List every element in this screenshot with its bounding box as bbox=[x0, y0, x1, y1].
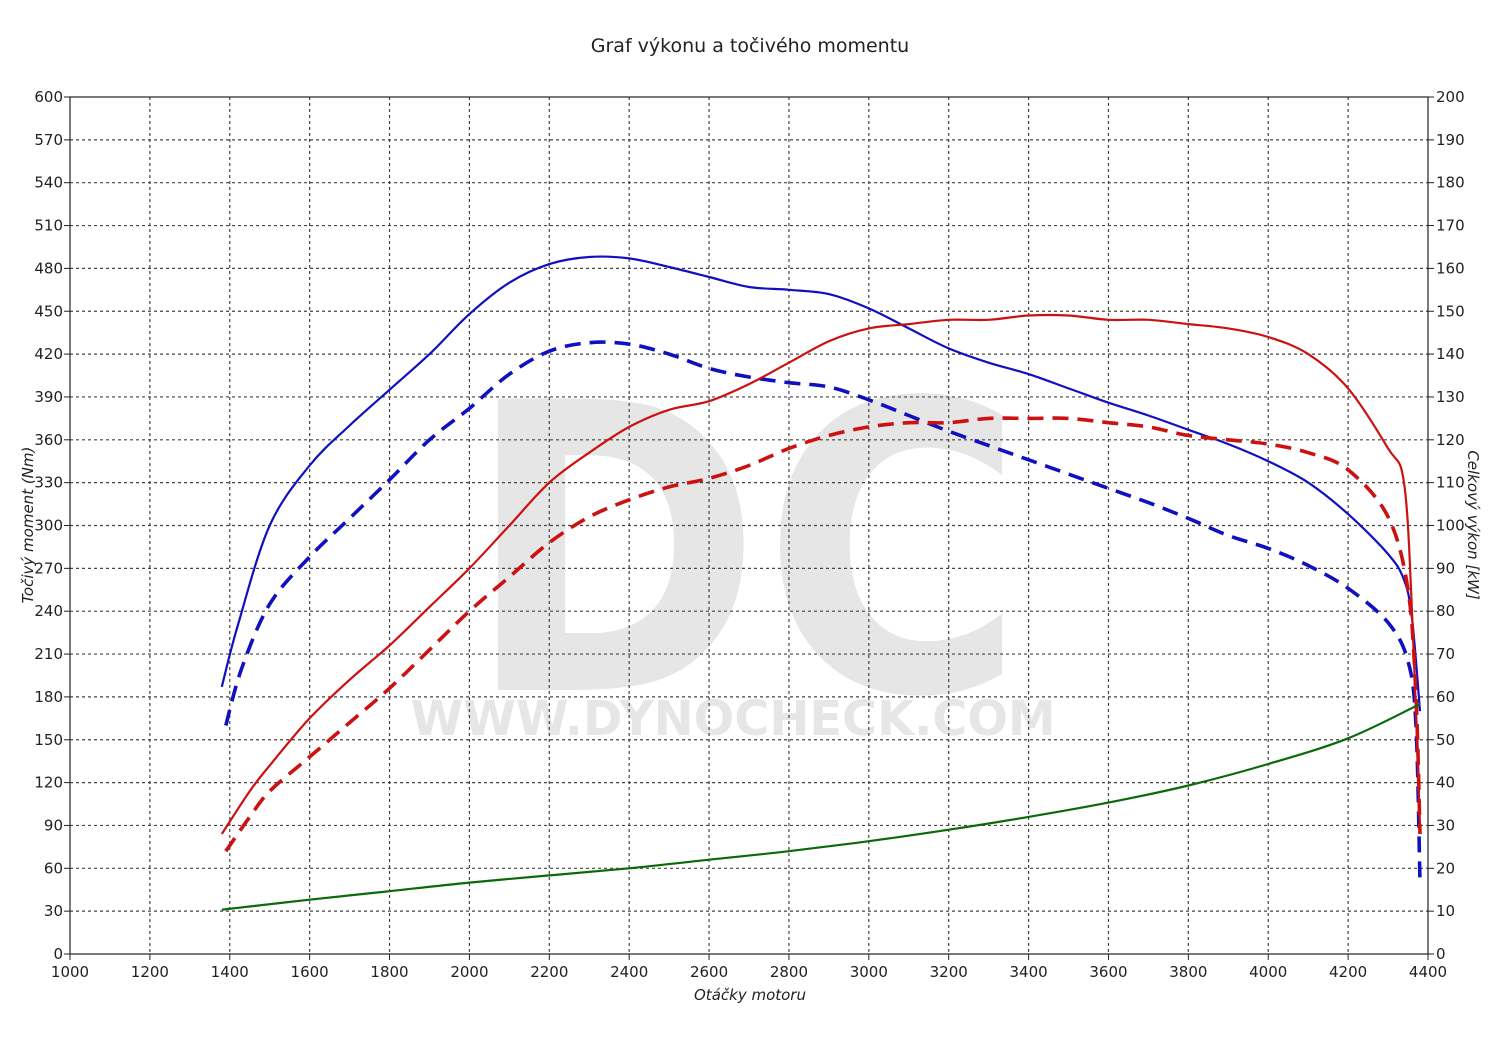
y-tick-label-left: 540 bbox=[34, 174, 63, 192]
y-tick-label-left: 330 bbox=[34, 474, 63, 492]
x-tick-label: 1000 bbox=[51, 963, 89, 981]
y-tick-label-right: 190 bbox=[1436, 131, 1465, 149]
y-tick-label-right: 60 bbox=[1436, 688, 1455, 706]
y-tick-label-left: 450 bbox=[34, 302, 63, 320]
y-tick-label-right: 20 bbox=[1436, 859, 1455, 877]
y-tick-label-right: 180 bbox=[1436, 174, 1465, 192]
y-axis-label-left: Točivý moment (Nm) bbox=[19, 447, 37, 604]
x-tick-label: 2200 bbox=[530, 963, 568, 981]
right-tick-labels: 0 10 20 30 40 50 60 70 80 90 100 110 120 130 140 150 160… bbox=[1436, 88, 1465, 963]
y-tick-label-left: 510 bbox=[34, 217, 63, 235]
x-tick-label: 2600 bbox=[690, 963, 728, 981]
y-tick-label-right: 160 bbox=[1436, 259, 1465, 277]
y-tick-label-left: 360 bbox=[34, 431, 63, 449]
x-tick-label: 4400 bbox=[1409, 963, 1447, 981]
series-line-4 bbox=[224, 416, 1422, 853]
y-tick-label-left: 210 bbox=[34, 645, 63, 663]
y-axis-label-right: Celkový výkon [kW] bbox=[1464, 450, 1482, 600]
x-tick-label: 1400 bbox=[211, 963, 249, 981]
x-tick-label: 3200 bbox=[930, 963, 968, 981]
x-tick-label: 1600 bbox=[291, 963, 329, 981]
y-tick-label-left: 90 bbox=[44, 816, 63, 834]
y-tick-label-left: 270 bbox=[34, 559, 63, 577]
y-tick-label-right: 70 bbox=[1436, 645, 1455, 663]
y-tick-label-right: 0 bbox=[1436, 945, 1446, 963]
y-tick-label-left: 300 bbox=[34, 517, 63, 535]
y-tick-label-left: 150 bbox=[34, 731, 63, 749]
y-tick-label-left: 600 bbox=[34, 88, 63, 106]
y-tick-label-right: 150 bbox=[1436, 302, 1465, 320]
y-tick-label-left: 0 bbox=[53, 945, 63, 963]
y-tick-label-left: 180 bbox=[34, 688, 63, 706]
y-tick-label-left: 120 bbox=[34, 774, 63, 792]
y-tick-label-right: 100 bbox=[1436, 517, 1465, 535]
y-tick-label-left: 390 bbox=[34, 388, 63, 406]
y-tick-label-right: 200 bbox=[1436, 88, 1465, 106]
chart-title: Graf výkonu a točivého momentu bbox=[591, 35, 909, 57]
y-tick-label-right: 80 bbox=[1436, 602, 1455, 620]
y-tick-label-right: 140 bbox=[1436, 345, 1465, 363]
y-tick-label-right: 30 bbox=[1436, 816, 1455, 834]
x-axis-label: Otáčky motoru bbox=[694, 986, 806, 1004]
x-tick-label: 3800 bbox=[1169, 963, 1207, 981]
x-tick-label: 4000 bbox=[1249, 963, 1287, 981]
series-group bbox=[220, 255, 1422, 911]
y-tick-label-right: 130 bbox=[1436, 388, 1465, 406]
y-tick-label-right: 110 bbox=[1436, 474, 1465, 492]
y-tick-label-right: 10 bbox=[1436, 902, 1455, 920]
y-tick-label-left: 570 bbox=[34, 131, 63, 149]
series-line-1 bbox=[220, 255, 1422, 712]
y-tick-label-right: 40 bbox=[1436, 774, 1455, 792]
left-tick-labels: 0 30 60 90 120 150 180 210 240 270 300 330 360 390 420… bbox=[34, 88, 63, 963]
series-line-5 bbox=[221, 703, 1421, 911]
x-tick-label: 2000 bbox=[450, 963, 488, 981]
series-line-3 bbox=[220, 313, 1422, 835]
plot-frame bbox=[69, 96, 1429, 955]
y-tick-label-right: 90 bbox=[1436, 559, 1455, 577]
x-tick-label: 4200 bbox=[1329, 963, 1367, 981]
grid bbox=[64, 96, 1434, 960]
x-tick-labels: 1000 1200 1400 1600 1800 2000 2200 2400 2600 2800… bbox=[51, 963, 1447, 981]
x-tick-label: 2800 bbox=[770, 963, 808, 981]
y-tick-label-left: 420 bbox=[34, 345, 63, 363]
x-tick-label: 2400 bbox=[610, 963, 648, 981]
series-line-2 bbox=[224, 340, 1422, 883]
x-tick-label: 3400 bbox=[1009, 963, 1047, 981]
x-tick-label: 1200 bbox=[131, 963, 169, 981]
x-tick-label: 3600 bbox=[1089, 963, 1127, 981]
y-tick-label-left: 240 bbox=[34, 602, 63, 620]
watermark-url: WWW.DYNOCHECK.COM bbox=[411, 691, 1056, 747]
y-tick-label-left: 60 bbox=[44, 859, 63, 877]
y-tick-label-right: 120 bbox=[1436, 431, 1465, 449]
y-tick-label-right: 50 bbox=[1436, 731, 1455, 749]
x-tick-label: 3000 bbox=[850, 963, 888, 981]
x-tick-label: 1800 bbox=[370, 963, 408, 981]
y-tick-label-left: 480 bbox=[34, 259, 63, 277]
y-tick-label-right: 170 bbox=[1436, 217, 1465, 235]
y-tick-label-left: 30 bbox=[44, 902, 63, 920]
